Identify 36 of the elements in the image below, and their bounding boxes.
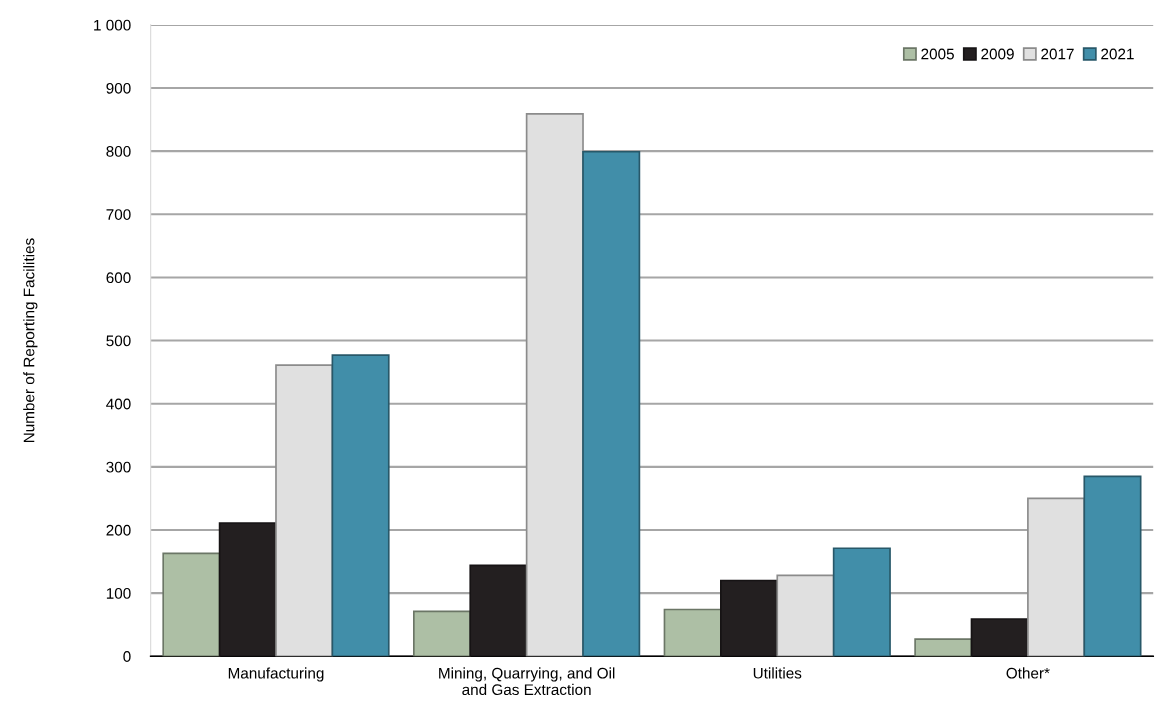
y-tick-label: 600 bbox=[106, 272, 131, 284]
legend-label: 2009 bbox=[981, 48, 1014, 60]
legend-label: 2017 bbox=[1041, 48, 1074, 60]
y-tick-label: 200 bbox=[106, 524, 131, 536]
y-tick-label: 300 bbox=[106, 461, 131, 473]
bar bbox=[218, 522, 277, 657]
x-tick-label: Other* bbox=[1006, 667, 1050, 679]
bar bbox=[525, 113, 584, 657]
bar bbox=[1083, 475, 1142, 657]
bar bbox=[720, 579, 779, 657]
bar bbox=[776, 574, 835, 657]
y-tick-label: 100 bbox=[106, 587, 131, 599]
legend-label: 2021 bbox=[1101, 48, 1134, 60]
x-tick-label: Manufacturing bbox=[228, 667, 324, 682]
y-tick-label: 1 000 bbox=[94, 19, 131, 31]
bar bbox=[663, 608, 722, 657]
y-tick-label: 400 bbox=[106, 398, 131, 410]
bar bbox=[331, 354, 390, 657]
y-tick-label: 900 bbox=[106, 82, 131, 94]
y-tick-label: 500 bbox=[106, 335, 131, 347]
bar bbox=[970, 618, 1029, 657]
bar bbox=[914, 638, 973, 657]
y-axis-title: Number of Reporting Facilities bbox=[23, 238, 38, 443]
y-tick-label: 0 bbox=[123, 651, 131, 662]
legend-label: 2005 bbox=[921, 48, 954, 60]
bar bbox=[1027, 497, 1086, 657]
y-tick-label: 800 bbox=[106, 146, 131, 157]
bar bbox=[162, 552, 221, 657]
bar bbox=[832, 547, 891, 657]
bar bbox=[413, 610, 472, 657]
y-tick-label: 700 bbox=[106, 209, 131, 220]
bar bbox=[275, 364, 334, 657]
x-tick-label: Utilities bbox=[753, 667, 802, 679]
x-tick-label: Mining, Quarrying, and Oil and Gas Extraction bbox=[439, 667, 615, 696]
bar bbox=[469, 564, 528, 657]
bar bbox=[582, 150, 641, 657]
